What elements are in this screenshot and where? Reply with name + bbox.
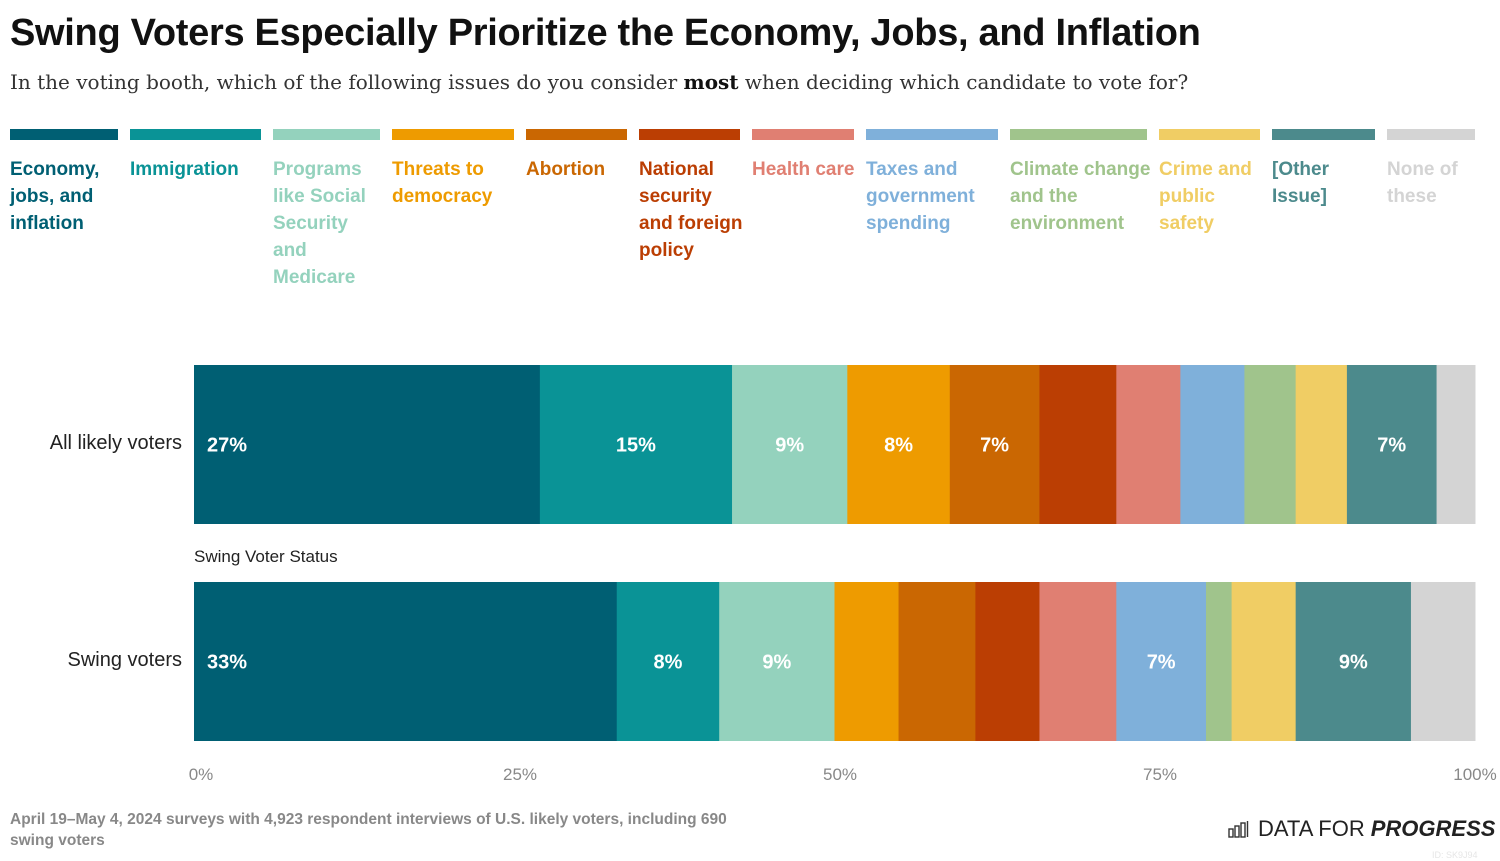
legend-item: Economy, jobs, and inflation bbox=[10, 129, 122, 237]
subtitle-bold: most bbox=[683, 70, 739, 94]
x-tick: 25% bbox=[502, 765, 538, 784]
legend-item: Abortion bbox=[526, 129, 631, 183]
bar-segment bbox=[1244, 365, 1297, 524]
x-tick: 50% bbox=[822, 765, 858, 784]
data-label: 8% bbox=[884, 435, 913, 457]
legend-label: None of these bbox=[1387, 159, 1458, 207]
legend-label: [Other Issue] bbox=[1272, 159, 1329, 207]
data-label: 9% bbox=[762, 652, 791, 674]
x-tick: 100% bbox=[1453, 765, 1497, 784]
legend-item: Threats to democracy bbox=[392, 129, 518, 210]
id-tag: ID: SK9J94 bbox=[1432, 850, 1478, 860]
logo: DATA FOR PROGRESS bbox=[1228, 816, 1495, 842]
subtitle-text: In the voting booth, which of the follow… bbox=[10, 70, 684, 94]
legend-item: National security and foreign policy bbox=[639, 129, 744, 264]
bar-segment bbox=[1346, 365, 1438, 524]
legend-item: [Other Issue] bbox=[1272, 129, 1379, 210]
subtitle-text-end: when deciding which candidate to vote fo… bbox=[738, 70, 1189, 94]
data-label: 27% bbox=[207, 435, 247, 457]
logo-text-bold: PROGRESS bbox=[1370, 816, 1496, 841]
data-label: 9% bbox=[1339, 652, 1368, 674]
bar-segment bbox=[1116, 365, 1181, 524]
legend-label: Programs like Social Security and Medica… bbox=[273, 159, 366, 288]
legend-swatch bbox=[752, 129, 854, 140]
legend-swatch bbox=[866, 129, 998, 140]
data-label: 7% bbox=[1377, 435, 1406, 457]
bar-segment bbox=[1231, 582, 1297, 741]
bar-segment bbox=[834, 582, 900, 741]
legend-label: Immigration bbox=[130, 159, 239, 180]
logo-text: DATA FOR bbox=[1258, 816, 1365, 841]
legend-item: Taxes and government spending bbox=[866, 129, 1002, 237]
x-tick: 75% bbox=[1142, 765, 1178, 784]
data-label: 7% bbox=[980, 435, 1009, 457]
legend-item: Immigration bbox=[130, 129, 265, 183]
category-label-all: All likely voters bbox=[49, 432, 182, 454]
legend-label: Health care bbox=[752, 159, 855, 180]
bar-segment bbox=[539, 365, 733, 524]
legend-label: Economy, jobs, and inflation bbox=[10, 159, 100, 234]
legend-item: Programs like Social Security and Medica… bbox=[273, 129, 384, 291]
bar-segment bbox=[1180, 365, 1245, 524]
footnote: April 19–May 4, 2024 surveys with 4,923 … bbox=[10, 811, 727, 849]
legend-label: Taxes and government spending bbox=[866, 159, 975, 234]
legend-swatch bbox=[526, 129, 627, 140]
bar-segment bbox=[949, 365, 1040, 524]
legend-item: Climate change and the environment bbox=[1010, 129, 1151, 237]
legend-swatch bbox=[10, 129, 118, 140]
legend-swatch bbox=[273, 129, 380, 140]
bar-segment bbox=[847, 365, 951, 524]
bar-segment bbox=[1039, 582, 1117, 741]
chart-subtitle: In the voting booth, which of the follow… bbox=[10, 70, 1188, 94]
legend-label: Threats to democracy bbox=[392, 159, 493, 207]
bar-segment bbox=[1295, 365, 1348, 524]
bar-segment bbox=[732, 365, 848, 524]
data-label: 33% bbox=[207, 652, 247, 674]
bar-segment bbox=[1410, 582, 1476, 741]
legend-label: Abortion bbox=[526, 159, 606, 180]
bar-segment bbox=[194, 365, 541, 524]
legend-item: Health care bbox=[752, 129, 858, 183]
bar-segment bbox=[975, 582, 1040, 741]
bar-segment bbox=[1295, 582, 1412, 741]
x-tick: 0% bbox=[188, 765, 214, 784]
legend-swatch bbox=[392, 129, 514, 140]
legend-swatch bbox=[130, 129, 261, 140]
bar-segment bbox=[898, 582, 976, 741]
data-label: 8% bbox=[654, 652, 683, 674]
legend-item: Crime and public safety bbox=[1159, 129, 1264, 237]
bar-segment bbox=[1116, 582, 1207, 741]
bar-segment bbox=[1039, 365, 1117, 524]
bar-segment bbox=[194, 582, 618, 741]
bar-segment bbox=[1205, 582, 1233, 741]
bar-segment bbox=[616, 582, 720, 741]
legend-swatch bbox=[1159, 129, 1260, 140]
chart-title: Swing Voters Especially Prioritize the E… bbox=[10, 12, 1201, 54]
bar-chart-icon bbox=[1228, 821, 1249, 838]
group-label: Swing Voter Status bbox=[194, 547, 338, 566]
legend-label: National security and foreign policy bbox=[639, 159, 743, 261]
category-label-swing: Swing voters bbox=[67, 649, 183, 671]
legend-label: Crime and public safety bbox=[1159, 159, 1252, 234]
bar-segment bbox=[1436, 365, 1476, 524]
bar-segment bbox=[719, 582, 835, 741]
legend-item: None of these bbox=[1387, 129, 1479, 210]
legend-swatch bbox=[1387, 129, 1475, 140]
data-label: 15% bbox=[616, 435, 656, 457]
legend-label: Climate change and the environment bbox=[1010, 159, 1151, 234]
legend-swatch bbox=[639, 129, 740, 140]
legend-swatch bbox=[1272, 129, 1375, 140]
data-label: 9% bbox=[775, 435, 804, 457]
legend-swatch bbox=[1010, 129, 1147, 140]
data-label: 7% bbox=[1147, 652, 1176, 674]
